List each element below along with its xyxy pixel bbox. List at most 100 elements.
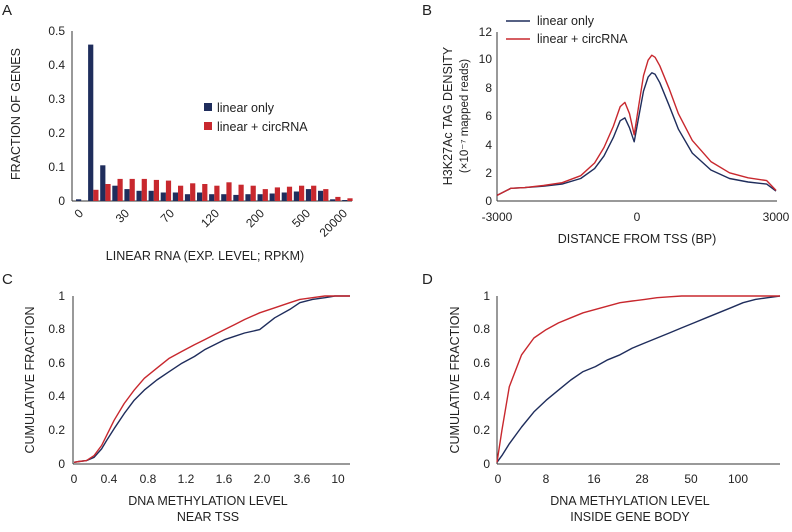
panel-b-ytick: 8 bbox=[485, 81, 492, 95]
panel-d-ytick: 1 bbox=[483, 289, 490, 303]
panel-c-cumulative-chart: CUMULATIVE FRACTION 0 0.2 0.4 0.6 0.8 1 … bbox=[23, 289, 350, 524]
panel-a-legend-circrna: linear + circRNA bbox=[217, 120, 308, 134]
bar-linear-only bbox=[233, 194, 239, 201]
bar-linear-only bbox=[136, 190, 142, 201]
panel-a-ylabel: FRACTION OF GENES bbox=[9, 48, 23, 180]
panel-d-xlabel-sub: INSIDE GENE BODY bbox=[570, 510, 690, 524]
panel-b-ytick: 0 bbox=[485, 194, 492, 208]
panel-a-legend-swatch-circrna bbox=[204, 122, 212, 130]
bar-linear-circrna bbox=[274, 187, 280, 201]
panel-c-lines bbox=[73, 295, 350, 463]
panel-label-c: C bbox=[2, 271, 13, 288]
bar-linear-circrna bbox=[202, 184, 208, 201]
bar-linear-only bbox=[100, 165, 106, 201]
panel-label-a: A bbox=[2, 2, 12, 19]
line-linear-circrna bbox=[496, 54, 777, 197]
panel-a-xtick: 30 bbox=[113, 206, 133, 226]
bar-linear-only bbox=[184, 194, 191, 201]
panel-c-xtick: 2.0 bbox=[254, 472, 271, 486]
bar-linear-only bbox=[221, 194, 227, 201]
bar-linear-circrna bbox=[93, 189, 99, 201]
panel-b-xtick: 3000 bbox=[763, 210, 790, 224]
panel-d-xtick: 50 bbox=[684, 472, 698, 486]
panel-c-ytick: 0 bbox=[58, 457, 65, 471]
panel-a-ytick: 0.4 bbox=[48, 58, 65, 72]
bar-linear-circrna bbox=[347, 198, 353, 201]
bar-linear-only bbox=[112, 185, 118, 201]
panel-d-ytick: 0.4 bbox=[473, 389, 490, 403]
panel-b-ytick: 12 bbox=[479, 25, 493, 39]
panel-d-xtick: 16 bbox=[587, 472, 601, 486]
panel-a-legend-linear-only: linear only bbox=[217, 101, 275, 115]
panel-b-ytick: 4 bbox=[485, 138, 492, 152]
bar-linear-circrna bbox=[165, 180, 172, 201]
panel-b-legend-circrna: linear + circRNA bbox=[537, 32, 628, 46]
panel-c-ytick: 0.6 bbox=[48, 356, 65, 370]
bar-linear-circrna bbox=[117, 178, 123, 201]
panel-c-xtick: 0.8 bbox=[140, 472, 157, 486]
panel-c-ytick: 0.4 bbox=[48, 389, 65, 403]
panel-a-xtick: 0 bbox=[71, 206, 86, 221]
bar-linear-circrna bbox=[141, 178, 147, 201]
panel-d-xtick: 0 bbox=[495, 472, 502, 486]
panel-c-xtick: 0.4 bbox=[101, 472, 118, 486]
panel-a-xtick: 20000 bbox=[317, 206, 351, 240]
panel-b-xtick: -3000 bbox=[482, 210, 513, 224]
panel-b-ytick: 6 bbox=[485, 109, 492, 123]
panel-d-xtick: 8 bbox=[543, 472, 550, 486]
bar-linear-only bbox=[148, 190, 154, 201]
panel-b-y-ticks: 0 2 4 6 8 10 12 bbox=[479, 25, 493, 208]
panel-a-ytick: 0.1 bbox=[48, 160, 65, 174]
panel-label-d: D bbox=[422, 271, 433, 288]
panel-a-xtick: 120 bbox=[198, 206, 222, 230]
bar-linear-only bbox=[305, 189, 312, 201]
bar-linear-circrna bbox=[105, 184, 111, 201]
panel-b-ytick: 2 bbox=[485, 166, 492, 180]
panel-d-ytick: 0 bbox=[483, 457, 490, 471]
panel-c-ylabel: CUMULATIVE FRACTION bbox=[23, 307, 37, 454]
panel-d-x-ticks: 0 8 16 28 50 100 bbox=[495, 472, 749, 486]
panel-d-lines bbox=[496, 295, 781, 463]
panel-c-y-ticks: 0 0.2 0.4 0.6 0.8 1 bbox=[48, 289, 65, 471]
panel-b-legend-linear-only: linear only bbox=[537, 14, 595, 28]
bar-linear-circrna bbox=[129, 178, 135, 201]
panel-c-x-ticks: 0 0.4 0.8 1.2 1.6 2.0 3.6 10 bbox=[71, 472, 345, 486]
bar-linear-only bbox=[342, 200, 348, 201]
panel-c-ytick: 0.8 bbox=[48, 322, 65, 336]
panel-a-ytick: 0.5 bbox=[48, 24, 65, 38]
panel-c-ytick: 0.2 bbox=[48, 423, 65, 437]
panel-d-xtick: 28 bbox=[635, 472, 649, 486]
panel-c-ytick: 1 bbox=[58, 289, 65, 303]
panel-a-legend-swatch-linear-only bbox=[204, 103, 212, 111]
bar-linear-only bbox=[318, 190, 324, 201]
panel-c-xlabel: DNA METHYLATION LEVEL bbox=[128, 494, 288, 508]
panel-a-x-ticks: 0 30 70 120 200 500 20000 bbox=[71, 206, 350, 240]
bar-linear-only bbox=[76, 199, 82, 201]
line-linear-only bbox=[496, 72, 777, 197]
panel-d-ytick: 0.6 bbox=[473, 356, 490, 370]
line-linear-only bbox=[73, 295, 350, 463]
panel-a-xtick: 200 bbox=[243, 206, 267, 230]
bar-linear-only bbox=[124, 189, 130, 201]
bar-linear-only bbox=[330, 199, 336, 201]
bar-linear-circrna bbox=[286, 186, 293, 201]
panel-a-ytick: 0 bbox=[58, 194, 65, 208]
panel-d-y-ticks: 0 0.2 0.4 0.6 0.8 1 bbox=[473, 289, 490, 471]
panel-b-xtick: 0 bbox=[634, 210, 641, 224]
panel-b-xlabel: DISTANCE FROM TSS (BP) bbox=[558, 232, 717, 246]
panel-d-ytick: 0.2 bbox=[473, 423, 490, 437]
bar-linear-circrna bbox=[250, 185, 256, 201]
bar-linear-circrna bbox=[323, 189, 329, 201]
panel-b-ylabel-units: (×10⁻⁷ mapped reads) bbox=[459, 59, 471, 173]
bar-linear-only bbox=[160, 192, 166, 201]
bar-linear-circrna bbox=[262, 189, 268, 201]
panel-d-xlabel: DNA METHYLATION LEVEL bbox=[550, 494, 710, 508]
panel-c-xlabel-sub: NEAR TSS bbox=[177, 510, 239, 524]
panel-b-legend: linear only linear + circRNA bbox=[506, 14, 628, 46]
panel-b-ylabel: H3K27Ac TAG DENSITY bbox=[441, 46, 455, 185]
panel-a-xtick: 500 bbox=[289, 206, 313, 230]
bar-linear-only bbox=[197, 192, 203, 201]
panel-c-xtick: 1.6 bbox=[216, 472, 233, 486]
panel-a-legend: linear only linear + circRNA bbox=[204, 101, 308, 134]
panel-d-ytick: 0.8 bbox=[473, 322, 490, 336]
